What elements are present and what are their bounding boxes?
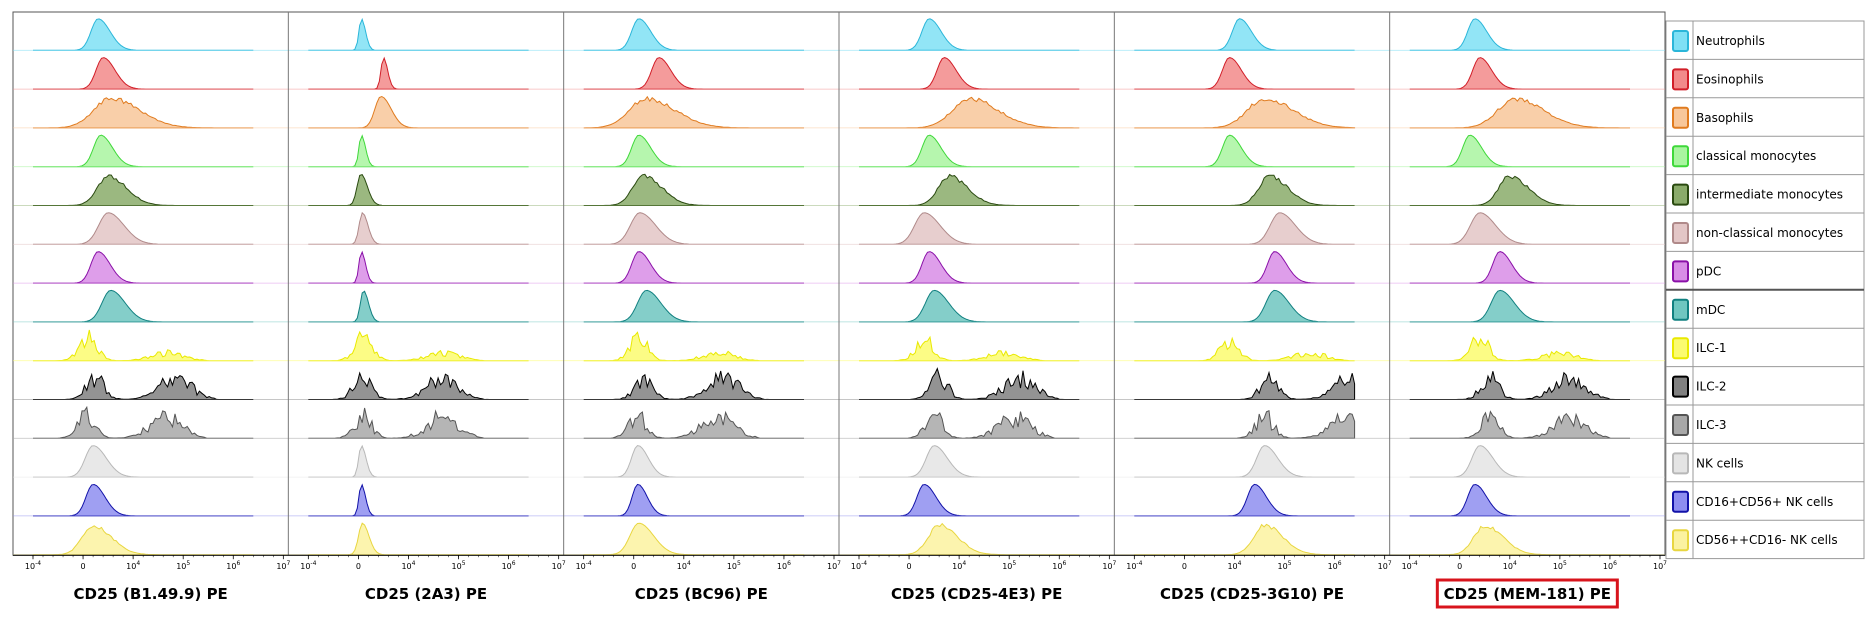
legend-label: mDC — [1696, 303, 1725, 317]
x-tick-label: 104 — [126, 560, 140, 571]
panel-4 — [839, 18, 1115, 556]
legend-swatch — [1672, 68, 1689, 91]
legend-swatch — [1672, 145, 1689, 168]
legend-swatch — [1672, 490, 1689, 513]
panel-title: CD25 (CD25-4E3) PE — [891, 585, 1062, 603]
legend-item: CD16+CD56+ NK cells — [1666, 481, 1864, 513]
x-tick-label: 106 — [502, 560, 516, 571]
plot-area: 10-4 0 104 105 106 107 10-4 0 104 105 106 107 10-4 0 1… — [12, 11, 1667, 571]
panel-title: CD25 (BC96) PE — [635, 585, 768, 603]
legend-label: CD16+CD56+ NK cells — [1696, 495, 1833, 509]
legend-item: CD56++CD16- NK cells — [1666, 519, 1864, 552]
legend-swatch — [1672, 452, 1689, 475]
legend-swatch — [1672, 30, 1689, 52]
x-tick-label: 0 — [631, 562, 636, 571]
legend-label: pDC — [1696, 264, 1721, 278]
legend: Neutrophils Eosinophils Basophils classical… — [1665, 20, 1865, 560]
panel-2 — [288, 17, 564, 556]
legend-label: Neutrophils — [1696, 34, 1765, 48]
panel-title: CD25 (CD25-3G10) PE — [1160, 585, 1344, 603]
panel-title: CD25 (B1.49.9) PE — [74, 585, 228, 603]
legend-label: ILC-1 — [1696, 341, 1727, 355]
legend-item: Basophils — [1666, 97, 1864, 129]
legend-label: classical monocytes — [1696, 149, 1816, 163]
legend-swatch — [1672, 106, 1689, 129]
x-tick-label: 105 — [1278, 560, 1292, 571]
legend-item: intermediate monocytes — [1666, 174, 1864, 206]
x-tick-label: 104 — [401, 560, 415, 571]
x-tick-label: 106 — [1052, 560, 1066, 571]
x-tick-label: 10-4 — [576, 560, 592, 571]
panel-title: CD25 (2A3) PE — [365, 585, 487, 603]
x-tick-label: 0 — [907, 562, 912, 571]
legend-swatch — [1672, 183, 1689, 206]
legend-item: ILC-3 — [1666, 404, 1864, 436]
legend-swatch — [1672, 222, 1689, 244]
x-tick-label: 0 — [81, 562, 86, 571]
x-tick-label: 106 — [1603, 560, 1617, 571]
panel-titles: CD25 (B1.49.9) PE CD25 (2A3) PE CD25 (BC96… — [74, 578, 1619, 609]
legend-label: non-classical monocytes — [1696, 226, 1843, 240]
x-tick-label: 105 — [1553, 560, 1567, 571]
x-tick-label: 10-4 — [1126, 560, 1142, 571]
x-tick-label: 107 — [1653, 560, 1667, 571]
panel-6 — [1389, 18, 1665, 556]
legend-label: Eosinophils — [1696, 72, 1764, 86]
x-tick-label: 106 — [226, 560, 240, 571]
panel-5 — [1114, 18, 1390, 556]
x-tick-label: 0 — [1457, 562, 1462, 571]
x-tick-label: 105 — [452, 560, 466, 571]
x-tick-label: 107 — [1102, 560, 1116, 571]
panel-title-highlight — [1435, 578, 1619, 609]
x-tick-label: 10-4 — [1402, 560, 1418, 571]
x-tick-label: 107 — [276, 560, 290, 571]
legend-label: Basophils — [1696, 111, 1753, 125]
legend-item: pDC — [1666, 250, 1864, 283]
panel-1 — [13, 18, 289, 556]
legend-swatch — [1672, 529, 1689, 552]
legend-item: ILC-1 — [1666, 327, 1864, 360]
legend-label: intermediate monocytes — [1696, 188, 1843, 202]
legend-item: classical monocytes — [1666, 135, 1864, 168]
legend-label: ILC-3 — [1696, 418, 1727, 432]
legend-item: non-classical monocytes — [1666, 212, 1864, 244]
x-tick-label: 105 — [1002, 560, 1016, 571]
x-tick-label: 104 — [952, 560, 966, 571]
x-tick-label: 107 — [1378, 560, 1392, 571]
legend-swatch — [1672, 337, 1689, 360]
legend-swatch — [1672, 375, 1689, 398]
x-tick-label: 105 — [727, 560, 741, 571]
legend-label: NK cells — [1696, 456, 1744, 470]
panel-title: CD25 (MEM-181) PE — [1444, 585, 1611, 603]
x-tick-label: 10-4 — [25, 560, 41, 571]
x-tick-label: 106 — [1328, 560, 1342, 571]
x-tick-label: 104 — [677, 560, 691, 571]
legend-label: CD56++CD16- NK cells — [1696, 533, 1838, 547]
legend-item: Neutrophils — [1672, 30, 1765, 52]
legend-swatch — [1672, 298, 1689, 321]
x-tick-label: 107 — [827, 560, 841, 571]
x-tick-label: 10-4 — [300, 560, 316, 571]
x-tick-label: 0 — [356, 562, 361, 571]
x-tick-label: 10-4 — [851, 560, 867, 571]
legend-swatch — [1672, 414, 1689, 436]
x-tick-label: 105 — [176, 560, 190, 571]
legend-label: ILC-2 — [1696, 380, 1727, 394]
legend-item: NK cells — [1666, 442, 1864, 475]
x-tick-label: 104 — [1227, 560, 1241, 571]
x-tick-label: 0 — [1182, 562, 1187, 571]
x-tick-label: 106 — [777, 560, 791, 571]
legend-item: Eosinophils — [1666, 58, 1864, 91]
x-tick-label: 107 — [552, 560, 566, 571]
x-tick-label: 104 — [1503, 560, 1517, 571]
legend-swatch — [1672, 260, 1689, 283]
legend-item: ILC-2 — [1666, 366, 1864, 398]
